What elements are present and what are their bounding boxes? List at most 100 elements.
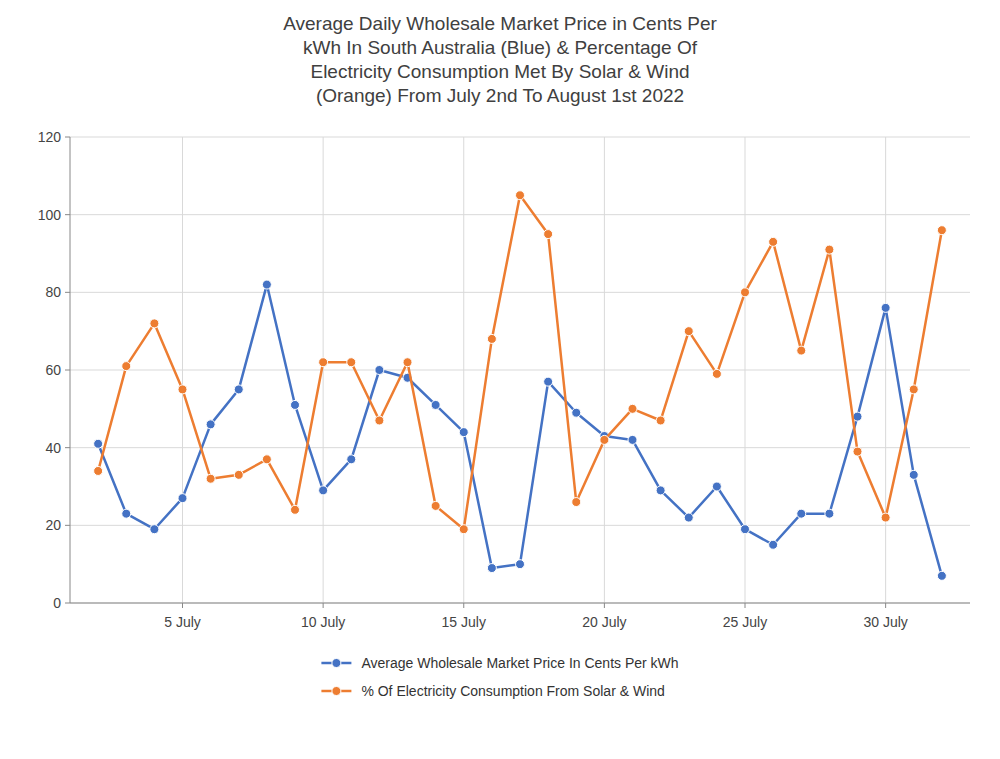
- tick: [745, 603, 746, 608]
- tick-label: 20 July: [582, 614, 626, 630]
- y-axis-line: [70, 137, 71, 603]
- point: [291, 400, 300, 409]
- x-axis-line: [70, 603, 970, 604]
- grid-line: [70, 525, 970, 526]
- point: [544, 377, 553, 386]
- series-line: [98, 285, 942, 576]
- grid: [70, 137, 970, 603]
- point: [206, 420, 215, 429]
- tick-label: 5 July: [164, 614, 201, 630]
- grid-line: [70, 214, 970, 215]
- point: [656, 416, 665, 425]
- grid-line: [604, 137, 605, 603]
- point: [206, 474, 215, 483]
- chart: Average Daily Wholesale Market Price in …: [0, 0, 1000, 759]
- point: [347, 358, 356, 367]
- point: [853, 412, 862, 421]
- axes: 0 20 40 60 80 100 120 5 July 10 July 15 July 20 Ju…: [38, 129, 970, 630]
- tick: [65, 603, 70, 604]
- tick: [463, 603, 464, 608]
- point: [544, 230, 553, 239]
- point: [937, 226, 946, 235]
- point: [741, 525, 750, 534]
- title-line: Electricity Consumption Met By Solar & W…: [310, 61, 689, 82]
- point: [291, 505, 300, 514]
- point: [628, 435, 637, 444]
- point: [234, 385, 243, 394]
- point: [769, 540, 778, 549]
- title-line: Average Daily Wholesale Market Price in …: [283, 13, 717, 34]
- tick-label: 40: [45, 440, 61, 456]
- grid-line: [70, 603, 970, 604]
- tick-label: 20: [45, 517, 61, 533]
- point: [122, 509, 131, 518]
- point: [572, 408, 581, 417]
- point: [769, 237, 778, 246]
- point: [881, 513, 890, 522]
- point: [825, 245, 834, 254]
- point: [797, 346, 806, 355]
- point: [516, 191, 525, 200]
- point: [937, 571, 946, 580]
- point: [712, 482, 721, 491]
- point: [150, 525, 159, 534]
- legend: Average Wholesale Market Price In Cents …: [321, 655, 678, 699]
- tick: [65, 525, 70, 526]
- point: [375, 416, 384, 425]
- point: [628, 404, 637, 413]
- grid-line: [182, 137, 183, 603]
- point: [319, 358, 328, 367]
- tick-label: 60: [45, 362, 61, 378]
- tick: [885, 603, 886, 608]
- tick-label: 25 July: [723, 614, 767, 630]
- legend-marker: [332, 659, 341, 668]
- point: [487, 564, 496, 573]
- point: [572, 498, 581, 507]
- tick-label: 120: [38, 129, 62, 145]
- point: [741, 288, 750, 297]
- point: [909, 470, 918, 479]
- point: [375, 366, 384, 375]
- point: [234, 470, 243, 479]
- legend-marker: [332, 687, 341, 696]
- point: [881, 303, 890, 312]
- legend-item: Average Wholesale Market Price In Cents …: [321, 655, 678, 671]
- point: [403, 358, 412, 367]
- tick: [182, 603, 183, 608]
- tick: [65, 447, 70, 448]
- point: [684, 513, 693, 522]
- tick-label: 10 July: [301, 614, 345, 630]
- point: [656, 486, 665, 495]
- grid-line: [70, 447, 970, 448]
- grid-line: [70, 137, 970, 138]
- point: [797, 509, 806, 518]
- tick-label: 80: [45, 284, 61, 300]
- tick-label: 15 July: [442, 614, 486, 630]
- point: [94, 466, 103, 475]
- point: [459, 525, 468, 534]
- legend-item: % Of Electricity Consumption From Solar …: [321, 683, 664, 699]
- tick: [65, 292, 70, 293]
- point: [262, 455, 271, 464]
- point: [431, 501, 440, 510]
- point: [150, 319, 159, 328]
- title-line: (Orange) From July 2nd To August 1st 202…: [316, 85, 684, 106]
- tick: [65, 370, 70, 371]
- point: [825, 509, 834, 518]
- tick-label: 0: [53, 595, 61, 611]
- plot-area: [94, 191, 947, 581]
- series-line: [98, 195, 942, 529]
- tick-label: 100: [38, 207, 62, 223]
- tick: [65, 137, 70, 138]
- point: [94, 439, 103, 448]
- tick-label: 30 July: [863, 614, 907, 630]
- title-line: kWh In South Australia (Blue) & Percenta…: [303, 37, 698, 58]
- point: [347, 455, 356, 464]
- tick: [604, 603, 605, 608]
- point: [600, 435, 609, 444]
- point: [516, 560, 525, 569]
- legend-label: Average Wholesale Market Price In Cents …: [361, 655, 678, 671]
- tick: [323, 603, 324, 608]
- grid-line: [70, 370, 970, 371]
- point: [712, 369, 721, 378]
